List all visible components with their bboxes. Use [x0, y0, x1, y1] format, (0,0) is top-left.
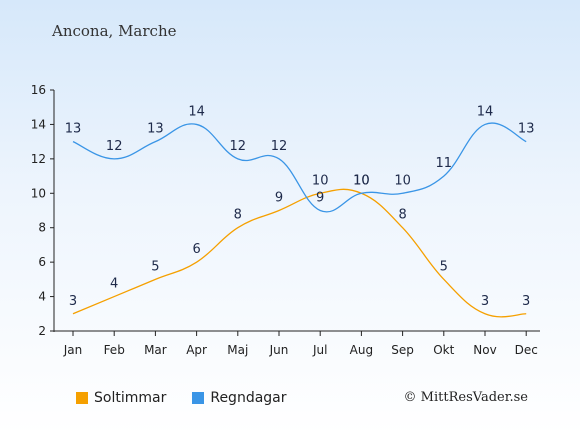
data-label-sun: 8: [398, 208, 406, 223]
x-tick-label: Apr: [186, 343, 207, 357]
data-label-rain: 11: [436, 156, 453, 171]
y-tick-label: 2: [38, 324, 46, 338]
y-tick-label: 16: [31, 83, 46, 97]
y-tick-label: 14: [31, 117, 46, 131]
legend-swatch-sun: [76, 392, 88, 404]
x-tick-label: Sep: [391, 343, 414, 357]
data-label-sun: 10: [353, 173, 370, 188]
data-label-sun: 5: [151, 259, 159, 274]
data-label-sun: 3: [69, 294, 77, 309]
x-tick-label: Jun: [269, 343, 289, 357]
data-label-rain: 10: [353, 173, 370, 188]
y-tick-label: 6: [38, 255, 46, 269]
x-tick-label: Jul: [312, 343, 327, 357]
y-tick-label: 10: [31, 186, 46, 200]
legend-label-sun: Soltimmar: [94, 390, 167, 406]
data-label-sun: 8: [234, 208, 242, 223]
data-label-rain: 13: [147, 122, 164, 137]
series-line-sun: [72, 188, 527, 318]
data-label-sun: 3: [481, 294, 489, 309]
x-tick-label: Aug: [350, 343, 373, 357]
x-tick-label: Dec: [515, 343, 538, 357]
data-label-sun: 4: [110, 277, 118, 292]
x-tick-label: Nov: [473, 343, 496, 357]
x-tick-label: Maj: [227, 343, 248, 357]
copyright-text: © MittResVader.se: [403, 390, 528, 405]
x-tick-label: Jan: [63, 343, 83, 357]
legend-label-rain: Regndagar: [210, 390, 287, 406]
x-tick-label: Okt: [433, 343, 454, 357]
x-tick-label: Mar: [144, 343, 167, 357]
data-label-sun: 5: [440, 259, 448, 274]
data-label-sun: 10: [312, 173, 329, 188]
y-tick-label: 8: [38, 221, 46, 235]
data-label-sun: 6: [192, 242, 200, 257]
legend: Soltimmar Regndagar: [76, 390, 313, 406]
data-label-rain: 12: [271, 139, 288, 154]
legend-item-sun: Soltimmar: [76, 390, 166, 406]
y-tick-label: 12: [31, 152, 46, 166]
data-label-sun: 9: [275, 191, 283, 206]
x-tick-label: Feb: [104, 343, 125, 357]
series-line-rain: [72, 122, 527, 213]
data-label-sun: 3: [522, 294, 530, 309]
data-label-rain: 12: [106, 139, 123, 154]
data-label-rain: 13: [65, 122, 82, 137]
data-label-rain: 14: [188, 104, 205, 119]
y-tick-label: 4: [38, 290, 46, 304]
legend-swatch-rain: [192, 392, 205, 404]
data-label-rain: 14: [477, 104, 494, 119]
data-label-rain: 12: [230, 139, 247, 154]
chart-subtitle: Ancona, Marche: [52, 22, 177, 40]
legend-item-rain: Regndagar: [192, 390, 287, 406]
data-label-rain: 13: [518, 122, 535, 137]
data-label-rain: 10: [394, 173, 411, 188]
data-label-rain: 9: [316, 191, 324, 206]
